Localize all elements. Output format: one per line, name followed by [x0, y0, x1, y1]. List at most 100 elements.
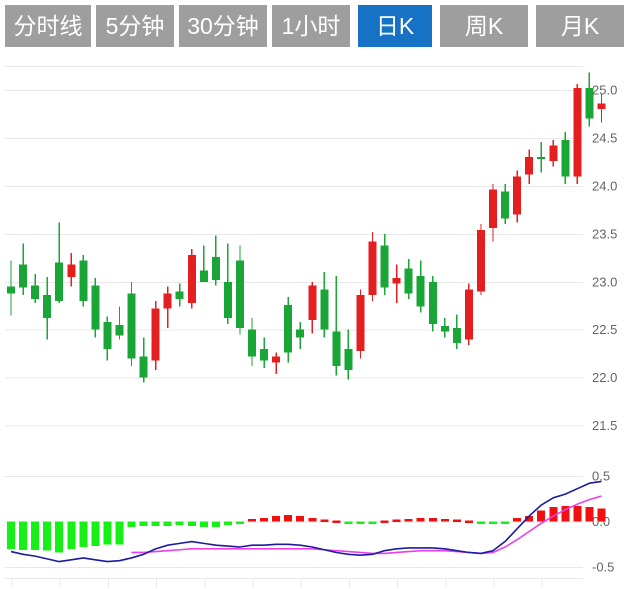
period-tab-6[interactable]: 月K	[536, 5, 624, 47]
candle	[79, 254, 88, 307]
candle	[525, 149, 534, 184]
candle	[561, 132, 570, 184]
candle	[91, 277, 100, 338]
candle-body	[223, 281, 232, 319]
candle	[489, 183, 497, 242]
candle	[296, 322, 305, 349]
dea-line	[131, 495, 602, 555]
price-tick-label: 21.5	[592, 418, 617, 433]
period-tab-label: 日K	[375, 12, 415, 39]
candle-body	[235, 260, 244, 328]
macd-bar	[476, 521, 485, 524]
macd-bar	[151, 521, 160, 527]
candle	[549, 139, 558, 167]
candle	[223, 243, 232, 324]
macd-bar	[404, 518, 413, 522]
candle	[199, 245, 208, 282]
macd-bar	[127, 521, 136, 527]
candle	[43, 276, 52, 340]
candle-body	[573, 88, 582, 177]
macd-bar	[248, 518, 256, 522]
candle	[175, 283, 184, 307]
macd-bar	[525, 516, 534, 522]
candle-body	[476, 229, 485, 292]
candle	[248, 318, 256, 367]
candle	[513, 170, 522, 223]
candle-body	[127, 293, 136, 359]
period-tab-5[interactable]: 周K	[440, 5, 528, 47]
period-tab-4[interactable]: 日K	[358, 5, 432, 47]
candle	[392, 264, 401, 303]
candle-body	[320, 289, 329, 330]
candle	[31, 274, 40, 303]
candle	[380, 233, 389, 296]
candle-body	[308, 285, 317, 321]
candle-body	[428, 281, 437, 324]
candle	[67, 253, 76, 287]
macd-bar	[91, 521, 100, 547]
period-tab-2[interactable]: 30分钟	[179, 5, 267, 47]
macd-bar	[260, 517, 269, 522]
candle	[19, 243, 28, 296]
macd-bar	[211, 521, 220, 527]
candle	[428, 276, 437, 332]
candle	[163, 286, 172, 328]
price-tick-label: 23.0	[592, 274, 617, 289]
macd-bar	[561, 506, 570, 522]
period-tab-1[interactable]: 5分钟	[96, 5, 174, 47]
chart-canvas: 25.024.524.023.523.022.522.021.5 0.50.0-…	[5, 66, 617, 588]
candle	[211, 235, 220, 286]
candle-body	[416, 276, 425, 307]
macd-tick-label: -0.5	[592, 560, 614, 575]
price-tick-label: 25.0	[592, 82, 617, 97]
macd-bar	[115, 521, 124, 545]
macd-bar	[43, 521, 52, 551]
candle	[452, 314, 461, 349]
macd-bar	[392, 519, 401, 523]
period-tab-label: 30分钟	[187, 12, 259, 39]
macd-bar	[308, 517, 317, 522]
price-gridlines	[5, 66, 583, 427]
macd-bar	[452, 519, 461, 523]
candle-body	[175, 291, 184, 300]
macd-bar	[585, 506, 594, 522]
candle	[308, 281, 317, 334]
candle	[344, 329, 353, 380]
period-tab-bar: 分时线 5分钟 30分钟 1小时 日K 周K 月K	[0, 0, 636, 52]
candle	[597, 93, 606, 123]
candle-body	[284, 304, 293, 353]
candle-body	[296, 329, 305, 338]
candle-body	[103, 322, 112, 349]
candle-body	[585, 88, 594, 119]
macd-bar	[368, 521, 377, 524]
candle-body	[380, 245, 389, 288]
price-tick-label: 22.5	[592, 322, 617, 337]
macd-bar	[223, 521, 232, 526]
candle-body	[187, 254, 196, 303]
macd-bar	[320, 519, 329, 523]
candle	[464, 283, 473, 346]
candle-body	[513, 176, 522, 215]
candlestick-series	[7, 72, 606, 383]
macd-dea-line	[131, 495, 602, 555]
candle	[368, 231, 377, 301]
candle-body	[344, 348, 353, 370]
candle-body	[272, 356, 281, 363]
candle	[55, 222, 64, 303]
candle	[7, 260, 15, 316]
macd-tick-label: 0.5	[592, 468, 610, 483]
candle-body	[356, 295, 365, 351]
candle-body	[332, 331, 341, 367]
candle	[476, 224, 485, 296]
candle-body	[392, 277, 401, 284]
period-tab-3[interactable]: 1小时	[272, 5, 350, 47]
macd-bar	[175, 521, 184, 526]
macd-bar	[440, 518, 449, 522]
period-tab-label: 分时线	[13, 12, 83, 39]
macd-bar	[199, 521, 208, 527]
price-tick-label: 24.0	[592, 178, 617, 193]
period-tab-0[interactable]: 分时线	[5, 5, 91, 47]
price-tick-label: 22.0	[592, 370, 617, 385]
candle	[187, 249, 196, 309]
candle-body	[452, 327, 461, 344]
